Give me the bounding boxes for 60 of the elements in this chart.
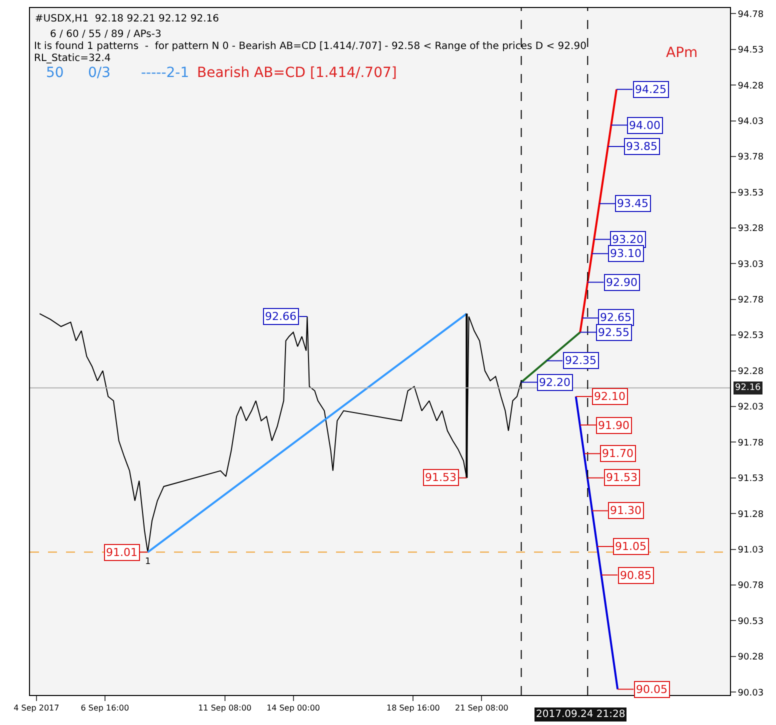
- x-tick-label: 6 Sep 16:00: [80, 704, 130, 713]
- y-tick-label: 94.78: [738, 10, 764, 20]
- annotation: 6 / 60 / 55 / 89 / APs-3: [50, 29, 162, 40]
- x-tick-label: 14 Sep 00:00: [266, 704, 320, 713]
- annotation: 94.25: [635, 83, 666, 96]
- annotation: 93.10: [610, 247, 642, 260]
- annotation: RL_Static=32.4: [34, 53, 111, 64]
- annotation: 91.90: [598, 419, 630, 432]
- annotation: 92.66: [265, 310, 296, 323]
- annotation: 90.05: [636, 683, 668, 696]
- annotation: -----2-1: [141, 65, 190, 81]
- x-tick-label: 4 Sep 2017: [14, 704, 60, 713]
- annotation: 92.65: [600, 311, 632, 324]
- y-tick-label: 90.03: [738, 688, 764, 698]
- annotation: 91.53: [425, 471, 456, 484]
- annotation: 50: [46, 65, 64, 81]
- y-tick-label: 94.53: [738, 46, 764, 56]
- annotation: 91.70: [602, 447, 634, 460]
- annotation: 92.20: [539, 376, 570, 389]
- y-tick-label: 90.78: [738, 581, 764, 592]
- annotation: 1: [145, 557, 151, 567]
- x-tick-label: 21 Sep 08:00: [454, 704, 508, 713]
- y-tick-label: 92.28: [738, 366, 764, 377]
- annotation: 93.85: [626, 140, 658, 153]
- annotation: 92.35: [565, 354, 596, 367]
- y-tick-label: 91.78: [738, 438, 764, 448]
- y-tick-label: 91.03: [738, 545, 764, 556]
- y-tick-label: 92.53: [738, 331, 764, 342]
- y-tick-label: 90.53: [738, 616, 764, 627]
- annotation: 91.30: [610, 504, 642, 517]
- annotation: 93.45: [617, 197, 648, 210]
- annotation: Bearish AB=CD [1.414/.707]: [197, 65, 397, 81]
- annotation: 91.53: [606, 471, 638, 484]
- annotation: 0/3: [88, 65, 111, 81]
- y-tick-label: 90.28: [738, 652, 764, 663]
- y-tick-label: 93.28: [738, 224, 764, 234]
- annotation: It is found 1 patterns - for pattern N 0 - Bearish AB=CD [1.414/.707] - 92.58 < Range of the prices D < 92.90: [34, 41, 586, 52]
- annotation: 93.20: [612, 233, 644, 246]
- ref-line-label: 92.16: [735, 383, 762, 393]
- annotation: 92.10: [594, 390, 626, 403]
- text: 2017.09.24 21:28: [536, 709, 626, 720]
- y-tick-label: 91.53: [738, 474, 764, 484]
- y-tick-label: 92.03: [738, 402, 764, 413]
- annotation: 94.00: [629, 119, 660, 132]
- y-tick-label: 93.78: [738, 152, 764, 163]
- y-tick-label: 91.28: [738, 510, 764, 520]
- x-tick-label: 11 Sep 08:00: [198, 704, 252, 713]
- y-tick-label: 93.03: [738, 260, 764, 270]
- annotation: 92.55: [598, 326, 630, 339]
- y-tick-label: 92.78: [738, 296, 764, 306]
- y-tick-label: 93.53: [738, 188, 764, 198]
- annotation: 92.90: [606, 276, 638, 289]
- text: #USDX,H1 92.18 92.21 92.12 92.16: [34, 14, 219, 24]
- annotation: 90.85: [620, 569, 652, 582]
- y-tick-label: 94.03: [738, 116, 764, 127]
- x-tick-label: 18 Sep 16:00: [386, 704, 440, 713]
- y-tick-label: 94.28: [738, 81, 764, 92]
- annotation: 91.01: [106, 546, 138, 559]
- annotation: APm: [666, 45, 698, 61]
- annotation: 91.05: [615, 540, 646, 553]
